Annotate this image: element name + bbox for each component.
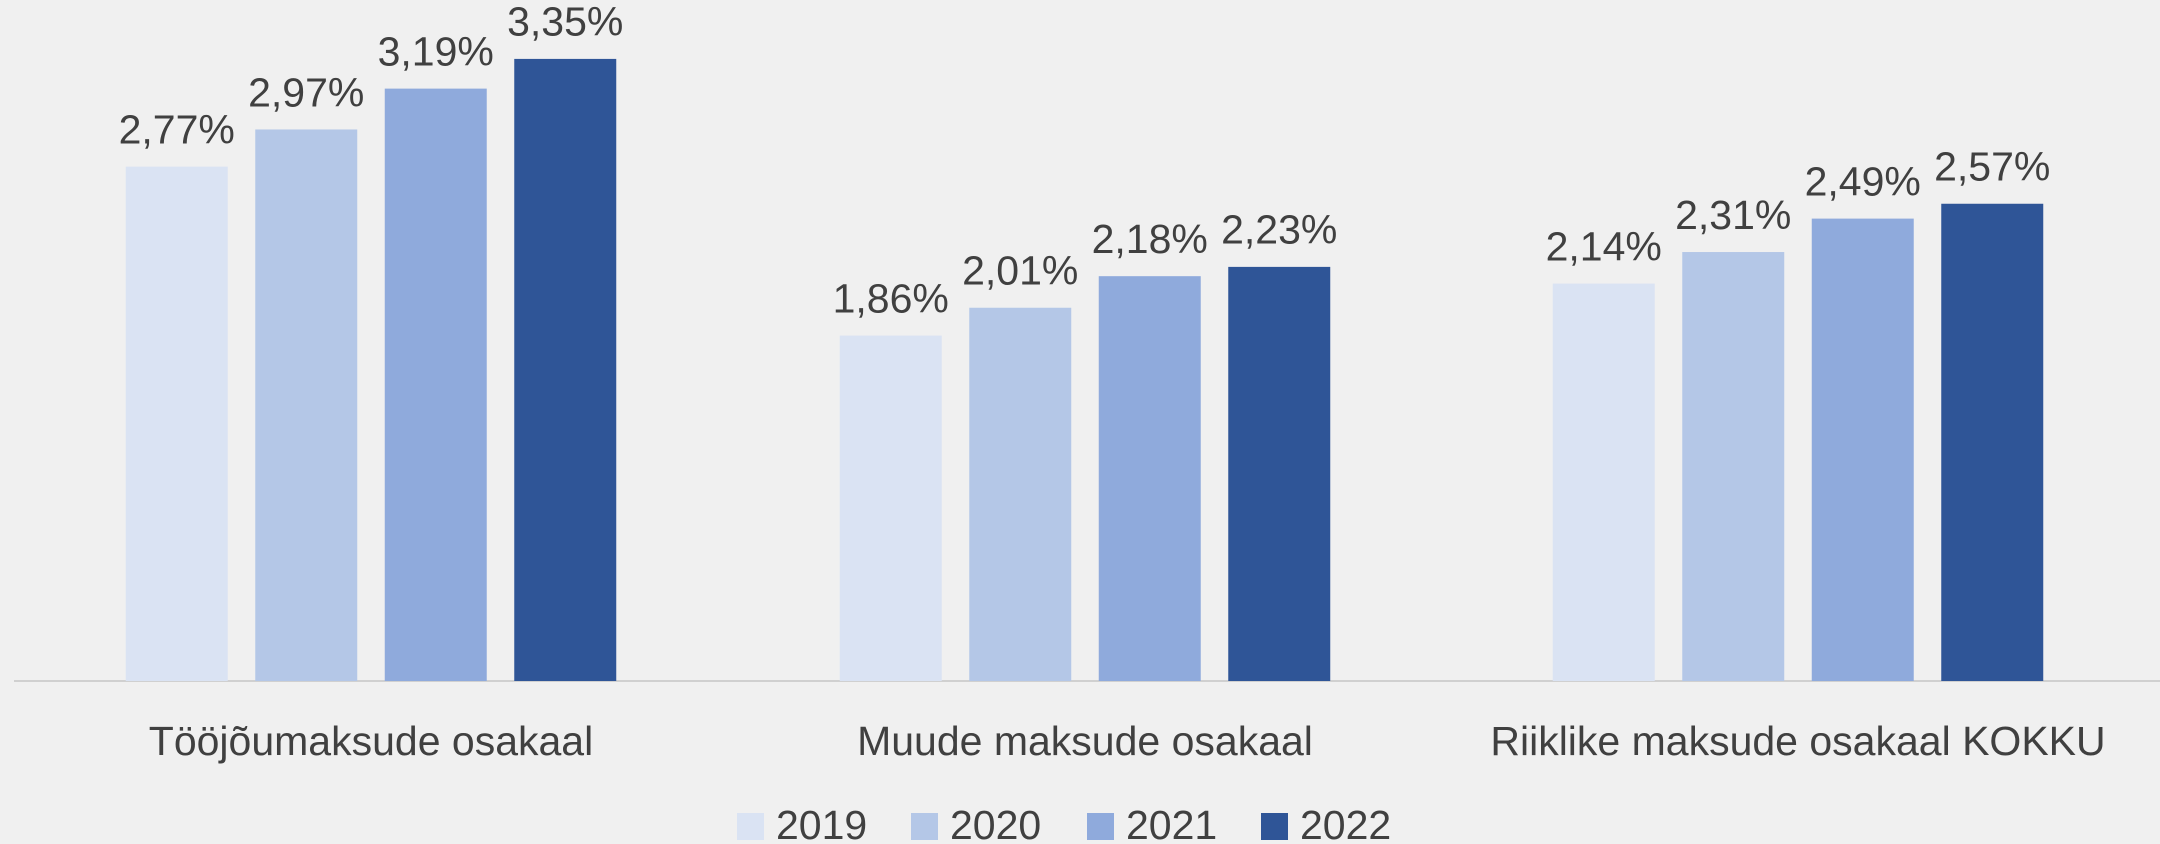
legend-label: 2019 (776, 802, 867, 844)
bar (839, 335, 942, 681)
bar (1811, 218, 1914, 681)
data-label: 2,49% (1805, 158, 1921, 204)
bar (1682, 252, 1785, 681)
data-label: 2,57% (1934, 144, 2050, 190)
x-tick-label: Muude maksude osakaal (857, 718, 1313, 764)
legend-label: 2021 (1126, 802, 1217, 844)
x-tick-label: Riiklike maksude osakaal KOKKU (1490, 718, 2105, 764)
bar (125, 166, 228, 682)
data-label: 2,77% (119, 106, 235, 152)
bar (1552, 283, 1655, 681)
bar (1098, 276, 1201, 681)
bar (384, 88, 487, 681)
data-label: 2,97% (248, 69, 364, 115)
legend-swatch (1087, 813, 1114, 840)
legend-label: 2020 (950, 802, 1041, 844)
legend-swatch (737, 813, 764, 840)
data-label: 3,35% (507, 0, 623, 45)
bar (514, 58, 617, 681)
bar (1228, 266, 1331, 681)
data-label: 2,14% (1546, 223, 1662, 269)
legend-swatch (911, 813, 938, 840)
bar (969, 307, 1072, 681)
data-label: 3,19% (378, 28, 494, 74)
data-label: 2,01% (962, 248, 1078, 294)
bar (1941, 203, 2044, 681)
bar (255, 129, 358, 681)
data-label: 2,18% (1092, 216, 1208, 262)
x-tick-label: Tööjõumaksude osakaal (149, 718, 593, 764)
legend-swatch (1261, 813, 1288, 840)
data-label: 2,23% (1221, 207, 1337, 253)
data-label: 1,86% (833, 275, 949, 321)
legend-label: 2022 (1300, 802, 1391, 844)
data-label: 2,31% (1675, 192, 1791, 238)
